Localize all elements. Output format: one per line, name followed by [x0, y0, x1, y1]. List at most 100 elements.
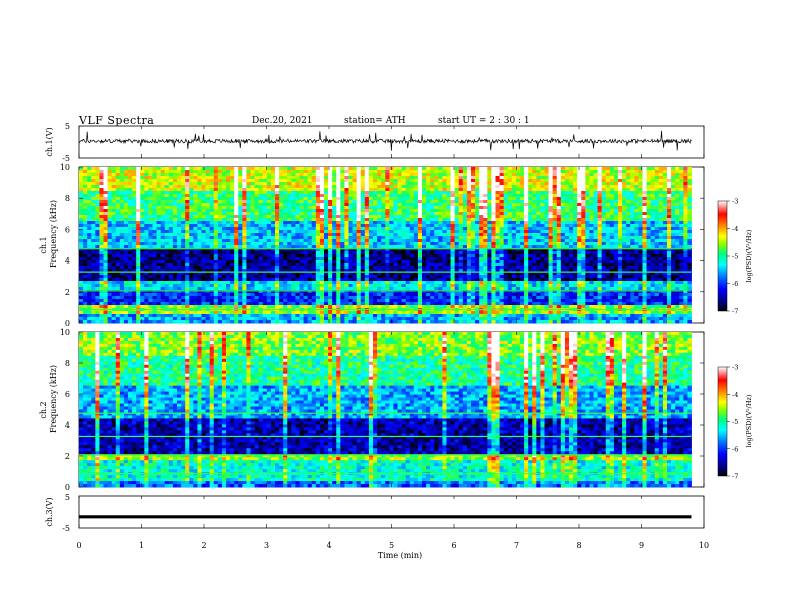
spectrogram-cell [569, 239, 574, 243]
spectrogram-cell [250, 179, 255, 183]
spectrogram-cell [373, 179, 378, 183]
spectrogram-cell [434, 257, 439, 261]
spectrogram-cell [262, 209, 268, 213]
spectrogram-cell [238, 179, 243, 183]
spectrogram-cell [667, 215, 672, 219]
spectrogram-cell [609, 248, 615, 252]
spectrogram-cell [144, 218, 149, 222]
spectrogram-cell [430, 203, 435, 207]
spectrogram-cell [654, 239, 660, 243]
spectrogram-cell [144, 257, 149, 261]
spectrogram-cell [156, 200, 162, 204]
spectrogram-cell [552, 239, 558, 243]
spectrogram-cell [144, 185, 149, 189]
spectrogram-cell [581, 185, 586, 189]
spectrogram-cell [679, 203, 684, 207]
spectrogram-cell [324, 263, 329, 267]
spectrogram-cell [499, 224, 505, 228]
spectrogram-cell [99, 206, 104, 210]
spectrogram-cell [675, 215, 680, 219]
spectrogram-cell [638, 173, 643, 177]
spectrogram-cell [205, 224, 211, 228]
spectrogram-cell [483, 182, 488, 186]
spectrogram-cell [638, 242, 643, 246]
spectrogram-cell [364, 263, 370, 267]
spectrogram-cell [356, 197, 362, 201]
spectrogram-cell [630, 233, 635, 237]
spectrogram-cell [438, 200, 443, 204]
spectrogram-cell [103, 179, 108, 183]
spectrogram-cell [168, 248, 174, 252]
spectrogram-cell [654, 254, 660, 258]
spectrogram-cell [458, 239, 464, 243]
spectrogram-cell [111, 194, 117, 198]
spectrogram-cell [401, 179, 407, 183]
spectrogram-cell [475, 239, 480, 243]
spectrogram-cell [471, 254, 476, 258]
spectrogram-cell [417, 230, 423, 234]
spectrogram-cell [573, 218, 578, 222]
spectrogram-cell [328, 209, 333, 213]
spectrogram-cell [495, 197, 500, 201]
spectrogram-cell [560, 248, 566, 252]
spectrogram-cell [319, 191, 325, 195]
spectrogram-cell [426, 221, 431, 225]
spectrogram-cell [291, 230, 296, 234]
spectrogram-cell [319, 209, 325, 213]
spectrogram-cell [679, 248, 684, 252]
spectrogram-cell [417, 239, 423, 243]
spectrogram-cell [589, 248, 594, 252]
spectrogram-cell [230, 257, 235, 261]
spectrogram-cell [250, 212, 255, 216]
spectrogram-cell [479, 215, 484, 219]
spectrogram-cell [462, 218, 468, 222]
spectrogram-cell [487, 230, 492, 234]
spectrogram-cell [671, 221, 676, 225]
spectrogram-cell [658, 257, 664, 261]
spectrogram-cell [609, 245, 615, 249]
spectrogram-cell [675, 167, 680, 171]
spectrogram-cell [307, 182, 313, 186]
spectrogram-cell [332, 185, 337, 189]
spectrogram-cell [279, 215, 284, 219]
spectrogram-cell [385, 167, 390, 171]
spectrogram-cell [356, 179, 362, 183]
spectrogram-cell [283, 236, 288, 240]
spectrogram-cell [483, 212, 488, 216]
spectrogram-cell [683, 212, 688, 216]
spectrogram-cell [107, 245, 113, 249]
spectrogram-cell [556, 206, 562, 210]
spectrogram-cell [177, 236, 182, 240]
spectrogram-cell [103, 251, 108, 255]
spectrogram-cell [511, 179, 517, 183]
spectrogram-cell [552, 254, 558, 258]
spectrogram-cell [405, 209, 411, 213]
spectrogram-cell [136, 218, 141, 222]
spectrogram-cell [181, 200, 186, 204]
spectrogram-cell [683, 221, 688, 225]
spectrogram-cell [671, 263, 676, 267]
spectrogram-cell [164, 254, 170, 258]
spectrogram-cell [503, 176, 509, 180]
spectrogram-cell [95, 182, 100, 186]
spectrogram-cell [279, 254, 284, 258]
spectrogram-cell [511, 248, 517, 252]
spectrogram-cell [393, 263, 398, 267]
spectrogram-cell [675, 242, 680, 246]
spectrogram-cell [91, 212, 96, 216]
spectrogram-cell [397, 230, 402, 234]
spectrogram-cell [217, 260, 223, 264]
spectrogram-cell [646, 248, 652, 252]
spectrogram-cell [662, 263, 668, 267]
spectrogram-cell [340, 248, 345, 252]
spectrogram-cell [569, 188, 574, 192]
spectrogram-cell [123, 167, 129, 171]
spectrogram-cell [667, 212, 672, 216]
spectrogram-cell [609, 203, 615, 207]
spectrogram-cell [389, 251, 394, 255]
spectrogram-cell [577, 200, 582, 204]
spectrogram-cell [671, 233, 676, 237]
spectrogram-cell [446, 236, 451, 240]
spectrogram-cell [193, 254, 198, 258]
spectrogram-cell [487, 215, 492, 219]
